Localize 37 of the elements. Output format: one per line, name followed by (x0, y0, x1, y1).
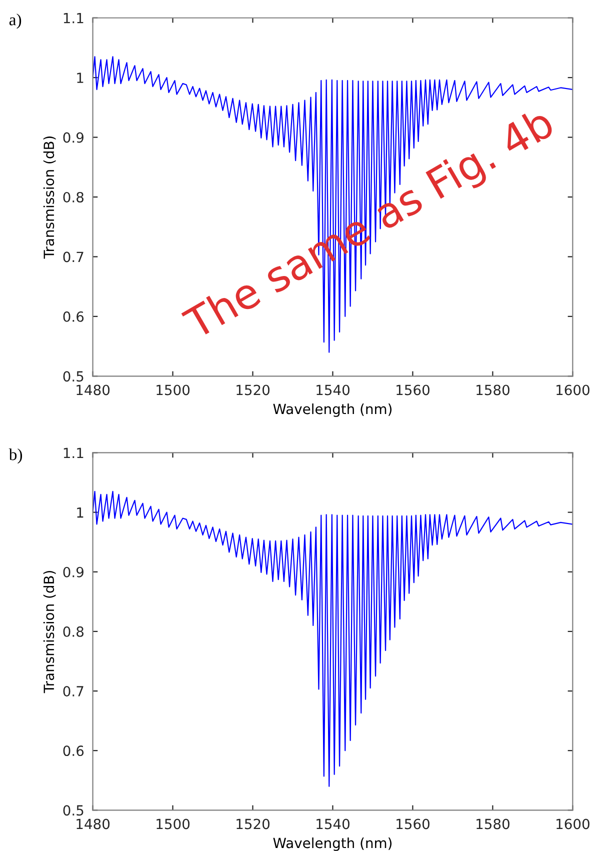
y-tick-label: 1 (77, 507, 84, 518)
x-tick-label: 1560 (396, 384, 430, 396)
x-tick-label: 1540 (316, 818, 350, 830)
y-tick-label: 0.5 (63, 805, 84, 816)
y-tick-label: 0.9 (63, 566, 84, 578)
y-axis-title: Transmission (dB) (43, 136, 56, 259)
x-axis-title: Wavelength (nm) (273, 403, 392, 417)
line-series (92, 56, 573, 353)
x-tick-label: 1580 (476, 384, 510, 396)
y-tick-label: 0.7 (63, 252, 84, 262)
y-tick-label: 1 (77, 72, 84, 83)
x-tick-label: 1580 (476, 818, 510, 830)
x-tick-label: 1500 (156, 384, 190, 396)
y-axis-title: Transmission (dB) (43, 570, 56, 694)
y-tick-label: 0.8 (63, 192, 84, 202)
line-series (92, 490, 573, 787)
x-tick-label: 1480 (76, 384, 110, 396)
x-tick-label: 1500 (156, 818, 190, 830)
y-tick-label: 1.1 (64, 13, 84, 24)
text: a) (9, 14, 22, 29)
x-tick-label: 1520 (236, 818, 270, 830)
x-tick-label: 1560 (396, 818, 430, 830)
x-tick-label: 1600 (556, 818, 590, 830)
x-tick-label: 1540 (316, 384, 350, 396)
x-tick-label: 1520 (236, 384, 270, 396)
text: b) (8, 448, 22, 464)
x-tick-label: 1600 (556, 384, 590, 396)
y-tick-label: 0.6 (63, 746, 84, 756)
y-tick-label: 0.8 (63, 626, 84, 637)
x-tick-label: 1480 (76, 818, 110, 830)
y-tick-label: 0.6 (63, 311, 84, 322)
y-tick-label: 1.1 (64, 448, 84, 458)
y-tick-label: 0.7 (63, 686, 84, 696)
y-tick-label: 0.9 (63, 132, 84, 143)
annotation: The same as Fig. 4b (180, 105, 560, 348)
x-axis-title: Wavelength (nm) (273, 837, 392, 851)
y-tick-label: 0.5 (63, 371, 84, 382)
